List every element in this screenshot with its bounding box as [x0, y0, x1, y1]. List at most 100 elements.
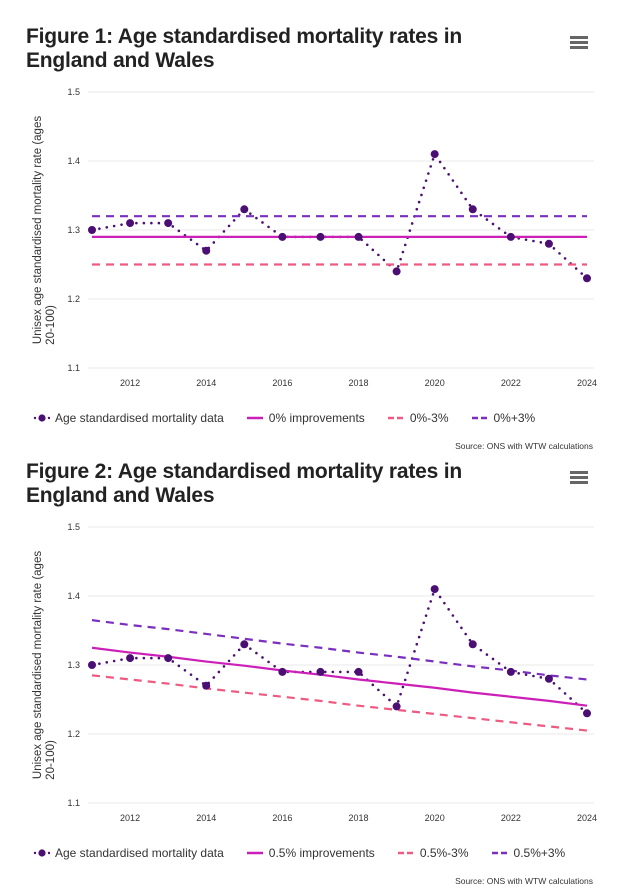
- hamburger-menu-icon: [570, 36, 588, 39]
- x-tick-label: 2016: [272, 378, 292, 388]
- data-point-marker: [468, 205, 477, 214]
- legend-label: Age standardised mortality data: [55, 846, 224, 860]
- y-tick-label: 1.5: [67, 87, 80, 97]
- data-point-marker: [88, 226, 96, 234]
- legend-label: Age standardised mortality data: [55, 411, 224, 425]
- chart-menu-button[interactable]: [570, 471, 588, 485]
- y-axis-title: Unisex age standardised mortality rate (…: [32, 116, 57, 345]
- data-point-marker: [240, 640, 249, 649]
- y-axis-title-line: 20-100): [45, 740, 57, 780]
- data-point-marker: [544, 674, 553, 683]
- x-tick-label: 2024: [577, 378, 597, 388]
- x-tick-label: 2016: [272, 813, 292, 823]
- x-tick-label: 2012: [120, 378, 140, 388]
- data-point-marker: [583, 709, 591, 718]
- legend-symbol-icon: [246, 851, 263, 855]
- legend-marker: [38, 414, 46, 422]
- hamburger-menu-icon-bar: [570, 476, 588, 479]
- x-tick-label: 2014: [196, 813, 216, 823]
- legend-symbol-icon: [33, 414, 50, 422]
- data-point-marker: [202, 681, 211, 690]
- data-point-marker: [583, 274, 591, 283]
- series-line-data: [90, 586, 589, 715]
- y-tick-label: 1.1: [67, 363, 80, 373]
- legend-dot: [47, 851, 50, 855]
- y-tick-label: 1.2: [67, 729, 80, 739]
- legend-item-data[interactable]: Age standardised mortality data: [32, 411, 224, 425]
- data-point-marker: [316, 232, 325, 241]
- legend-dot: [33, 851, 37, 855]
- y-tick-label: 1.1: [67, 798, 80, 808]
- x-tick-label: 2022: [501, 813, 521, 823]
- legend-symbol-icon: [471, 416, 488, 420]
- legend-item-minus[interactable]: 0%-3%: [387, 411, 449, 425]
- y-tick-label: 1.2: [67, 294, 80, 304]
- y-tick-label: 1.5: [67, 522, 80, 532]
- data-point-marker: [164, 654, 173, 663]
- data-point-marker: [544, 239, 553, 248]
- x-tick-label: 2020: [425, 378, 445, 388]
- x-tick-label: 2012: [120, 813, 140, 823]
- source-note: Source: ONS with WTW calculations: [455, 441, 593, 451]
- x-tick-label: 2022: [501, 378, 521, 388]
- source-note: Source: ONS with WTW calculations: [455, 876, 593, 886]
- chart-menu-button[interactable]: [570, 36, 588, 50]
- data-point-marker: [164, 219, 173, 228]
- y-tick-label: 1.3: [67, 225, 80, 235]
- y-axis-title-line: Unisex age standardised mortality rate (…: [32, 116, 44, 344]
- legend-symbol-icon: [387, 416, 404, 420]
- series-line-base: [91, 646, 588, 707]
- legend-item-plus[interactable]: 0.5%+3%: [491, 846, 566, 860]
- figure-title: Figure 1: Age standardised mortality rat…: [26, 25, 462, 72]
- legend-item-plus[interactable]: 0%+3%: [471, 411, 536, 425]
- hamburger-menu-icon-bar: [570, 41, 588, 44]
- legend-label: 0.5%-3%: [419, 846, 469, 860]
- y-axis-title-line: 20-100): [45, 305, 57, 345]
- series-line-minus: [91, 674, 588, 732]
- chart-1-legend: Age standardised mortality data 0% improv…: [32, 411, 557, 425]
- legend-symbol-icon: [33, 849, 50, 857]
- legend-item-data[interactable]: Age standardised mortality data: [32, 846, 224, 860]
- hamburger-menu-icon: [570, 471, 588, 474]
- legend-label: 0%+3%: [493, 411, 536, 425]
- data-point-marker: [506, 667, 515, 676]
- legend-symbol-icon: [491, 851, 508, 855]
- data-point-marker: [88, 661, 96, 669]
- legend-symbol-icon: [246, 416, 263, 420]
- data-point-marker: [126, 219, 135, 228]
- data-point-marker: [392, 267, 401, 276]
- data-point-marker: [468, 640, 477, 649]
- y-axis-title: Unisex age standardised mortality rate (…: [32, 551, 57, 780]
- x-tick-label: 2018: [349, 378, 369, 388]
- data-point-marker: [506, 232, 515, 241]
- legend-label: 0.5%+3%: [513, 846, 566, 860]
- y-tick-label: 1.3: [67, 660, 80, 670]
- data-point-marker: [430, 150, 439, 159]
- legend-dot: [47, 416, 50, 420]
- legend-marker: [38, 849, 46, 857]
- chart-2-plot: Unisex age standardised mortality rate (…: [32, 522, 597, 823]
- y-axis-title-line: Unisex age standardised mortality rate (…: [32, 551, 44, 779]
- data-point-marker: [392, 702, 401, 711]
- legend-item-base[interactable]: 0.5% improvements: [246, 846, 375, 860]
- x-tick-label: 2020: [425, 813, 445, 823]
- hamburger-menu-icon-bar: [570, 481, 588, 484]
- x-tick-label: 2014: [196, 378, 216, 388]
- data-point-marker: [126, 654, 135, 663]
- legend-symbol-icon: [397, 851, 414, 855]
- y-tick-label: 1.4: [67, 591, 80, 601]
- hamburger-menu-icon-bar: [570, 46, 588, 49]
- legend-label: 0%-3%: [409, 411, 449, 425]
- legend-item-minus[interactable]: 0.5%-3%: [397, 846, 469, 860]
- y-tick-label: 1.4: [67, 156, 80, 166]
- legend-item-base[interactable]: 0% improvements: [246, 411, 365, 425]
- x-tick-label: 2018: [349, 813, 369, 823]
- data-point-marker: [430, 585, 439, 594]
- x-tick-label: 2024: [577, 813, 597, 823]
- legend-label: 0.5% improvements: [268, 846, 375, 860]
- data-point-marker: [354, 232, 363, 241]
- data-point-marker: [278, 232, 287, 241]
- chart-2-legend: Age standardised mortality data 0.5% impr…: [32, 846, 587, 860]
- figure-title: Figure 2: Age standardised mortality rat…: [26, 460, 462, 507]
- legend-dot: [33, 416, 37, 420]
